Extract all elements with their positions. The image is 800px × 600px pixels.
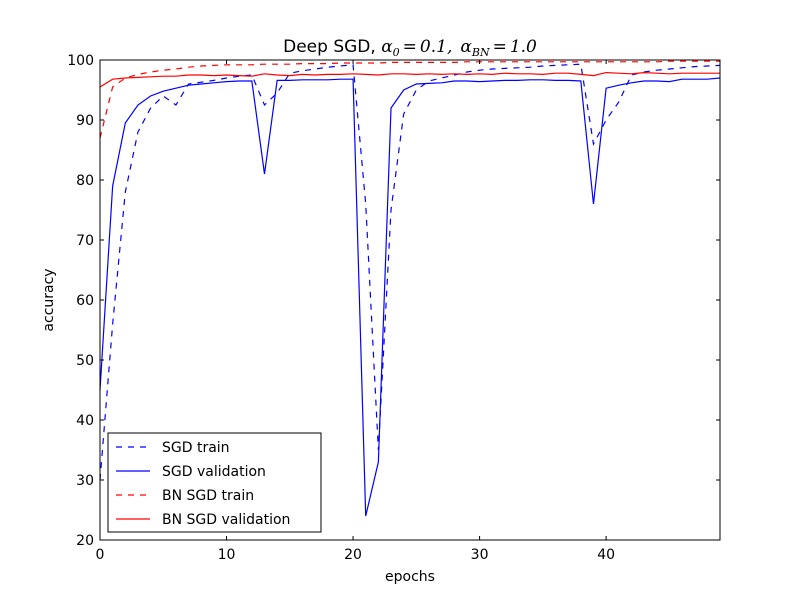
series-line-sgd-validation bbox=[99, 77, 721, 517]
y-tick-label: 60 bbox=[76, 293, 94, 309]
y-tick-label: 30 bbox=[76, 473, 94, 489]
x-tick-label: 20 bbox=[344, 547, 362, 563]
x-axis-label: epochs bbox=[385, 569, 435, 585]
legend-box bbox=[107, 432, 322, 533]
legend-entries: SGD train SGD validation BN SGD train BN SG… bbox=[116, 440, 290, 528]
legend: SGD train SGD validation BN SGD train BN SG… bbox=[107, 432, 322, 533]
x-tick-label: 30 bbox=[471, 547, 489, 563]
series-line-sgd-train bbox=[99, 63, 721, 481]
legend-label-bn-sgd-train: BN SGD train bbox=[162, 488, 254, 504]
y-tick-label: 100 bbox=[67, 53, 94, 69]
y-tick-label: 20 bbox=[76, 533, 94, 549]
y-tick-label: 90 bbox=[76, 113, 94, 129]
y-tick-label: 70 bbox=[76, 233, 94, 249]
y-tick-label: 80 bbox=[76, 173, 94, 189]
y-tick-label: 40 bbox=[76, 413, 94, 429]
series-line-bn-sgd-train bbox=[99, 60, 720, 139]
legend-label-bn-sgd-validation: BN SGD validation bbox=[162, 512, 290, 528]
legend-label-sgd-validation: SGD validation bbox=[162, 464, 266, 480]
legend-label-sgd-train: SGD train bbox=[162, 440, 230, 456]
series-line-bn-sgd-validation bbox=[99, 71, 720, 88]
y-axis-label: accuracy bbox=[41, 268, 57, 331]
tick-layer: 0 10 20 30 40 20 30 40 50 60 70 80 90 100 bbox=[67, 53, 720, 563]
series-layer bbox=[99, 60, 721, 517]
x-tick-label: 40 bbox=[597, 547, 615, 563]
y-tick-label: 50 bbox=[76, 353, 94, 369]
x-tick-label: 10 bbox=[218, 547, 236, 563]
chart-title: Deep SGD, α0 = 0.1, αBN = 1.0 bbox=[283, 37, 537, 59]
x-tick-label: 0 bbox=[96, 547, 105, 563]
